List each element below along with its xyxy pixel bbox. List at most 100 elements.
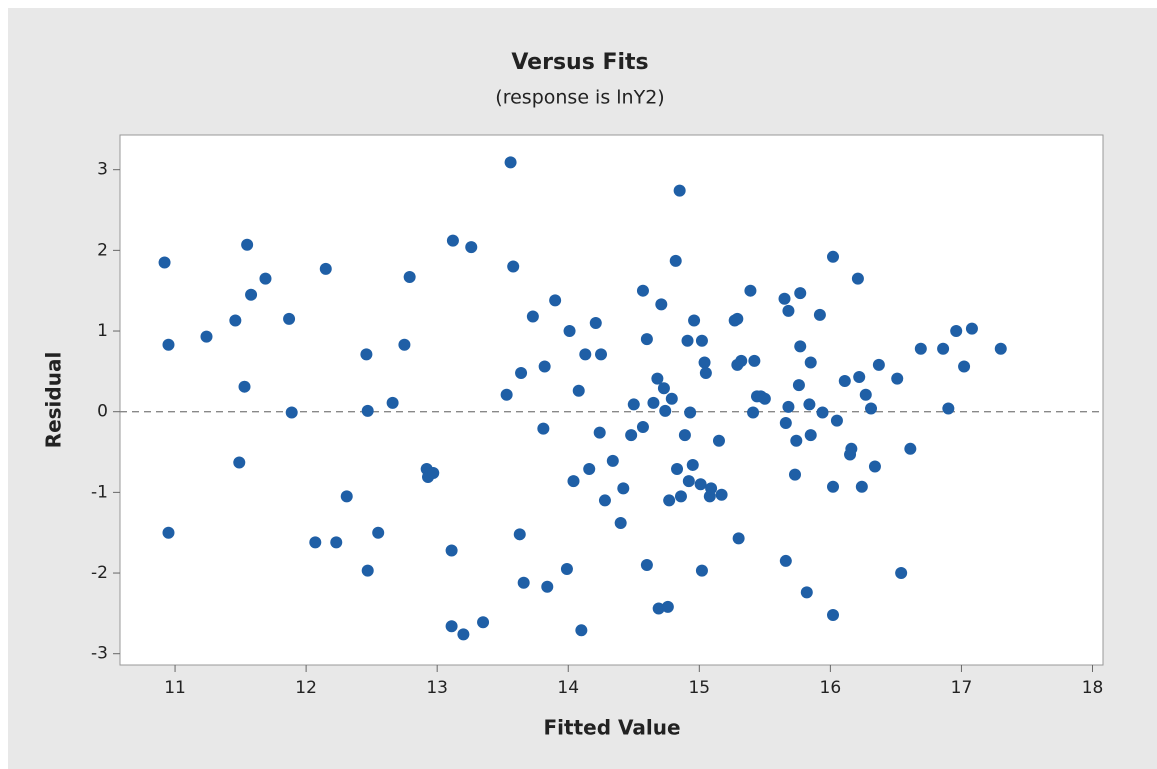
- point: [804, 429, 817, 442]
- point: [652, 602, 665, 615]
- point: [241, 238, 254, 251]
- point: [792, 379, 805, 392]
- point: [589, 316, 602, 329]
- point: [698, 356, 711, 369]
- point: [744, 284, 757, 297]
- point: [457, 628, 470, 641]
- point: [868, 460, 881, 473]
- x-tick-label: 15: [688, 678, 710, 698]
- point: [285, 406, 298, 419]
- point: [891, 372, 904, 385]
- point: [803, 398, 816, 411]
- y-tick-label: 1: [97, 321, 108, 341]
- x-tick-label: 14: [557, 678, 579, 698]
- point: [800, 586, 813, 599]
- y-tick-label: -2: [91, 563, 108, 583]
- point: [655, 298, 668, 311]
- point: [386, 396, 399, 409]
- point: [937, 342, 950, 355]
- point: [669, 254, 682, 267]
- point: [617, 482, 630, 495]
- point: [229, 314, 242, 327]
- point: [695, 334, 708, 347]
- point: [794, 287, 807, 300]
- point: [636, 284, 649, 297]
- x-tick-label: 16: [820, 678, 842, 698]
- point: [712, 434, 725, 447]
- point: [872, 358, 885, 371]
- point: [259, 272, 272, 285]
- y-tick-label: -1: [91, 482, 108, 502]
- point: [598, 494, 611, 507]
- point: [731, 312, 744, 325]
- point: [538, 360, 551, 373]
- point: [958, 360, 971, 373]
- point: [813, 308, 826, 321]
- point: [651, 372, 664, 385]
- plot-area: [119, 134, 1104, 666]
- x-tick-label: 11: [164, 678, 186, 698]
- point: [782, 304, 795, 317]
- point: [200, 330, 213, 343]
- point: [827, 480, 840, 493]
- x-axis-label: Fitted Value: [543, 716, 680, 740]
- point: [640, 333, 653, 346]
- point: [162, 526, 175, 539]
- point: [403, 270, 416, 283]
- point: [661, 600, 674, 613]
- point: [526, 310, 539, 323]
- point: [950, 325, 963, 338]
- point: [747, 406, 760, 419]
- point: [504, 156, 517, 169]
- y-axis-label: Residual: [42, 352, 66, 449]
- point: [779, 554, 792, 567]
- point: [640, 558, 653, 571]
- y-tick-label: 0: [97, 402, 108, 422]
- point: [758, 392, 771, 405]
- point: [517, 576, 530, 589]
- point: [560, 563, 573, 576]
- point: [567, 475, 580, 488]
- point: [563, 325, 576, 338]
- point: [361, 564, 374, 577]
- x-tick-label: 12: [295, 678, 317, 698]
- point: [162, 338, 175, 351]
- point: [477, 616, 490, 629]
- point: [593, 426, 606, 439]
- point: [537, 422, 550, 435]
- point: [595, 348, 608, 361]
- point: [398, 338, 411, 351]
- point: [859, 388, 872, 401]
- point: [627, 398, 640, 411]
- point: [283, 312, 296, 325]
- point: [625, 429, 638, 442]
- point: [575, 624, 588, 637]
- chart-subtitle: (response is lnY2): [495, 87, 664, 109]
- point: [694, 478, 707, 491]
- point: [705, 482, 718, 495]
- point: [845, 442, 858, 455]
- point: [507, 260, 520, 273]
- point: [445, 544, 458, 557]
- point: [695, 564, 708, 577]
- point: [579, 348, 592, 361]
- point: [942, 402, 955, 415]
- point: [827, 608, 840, 621]
- point: [446, 234, 459, 247]
- point: [549, 294, 562, 307]
- point: [445, 620, 458, 633]
- point: [715, 488, 728, 501]
- point: [360, 348, 373, 361]
- point: [914, 342, 927, 355]
- point: [994, 342, 1007, 355]
- point: [816, 406, 829, 419]
- point: [965, 322, 978, 335]
- point: [699, 366, 712, 379]
- y-tick-label: -3: [91, 644, 108, 664]
- point: [794, 340, 807, 353]
- point: [788, 468, 801, 481]
- point: [790, 434, 803, 447]
- point: [853, 371, 866, 384]
- point: [778, 292, 791, 305]
- point: [838, 375, 851, 388]
